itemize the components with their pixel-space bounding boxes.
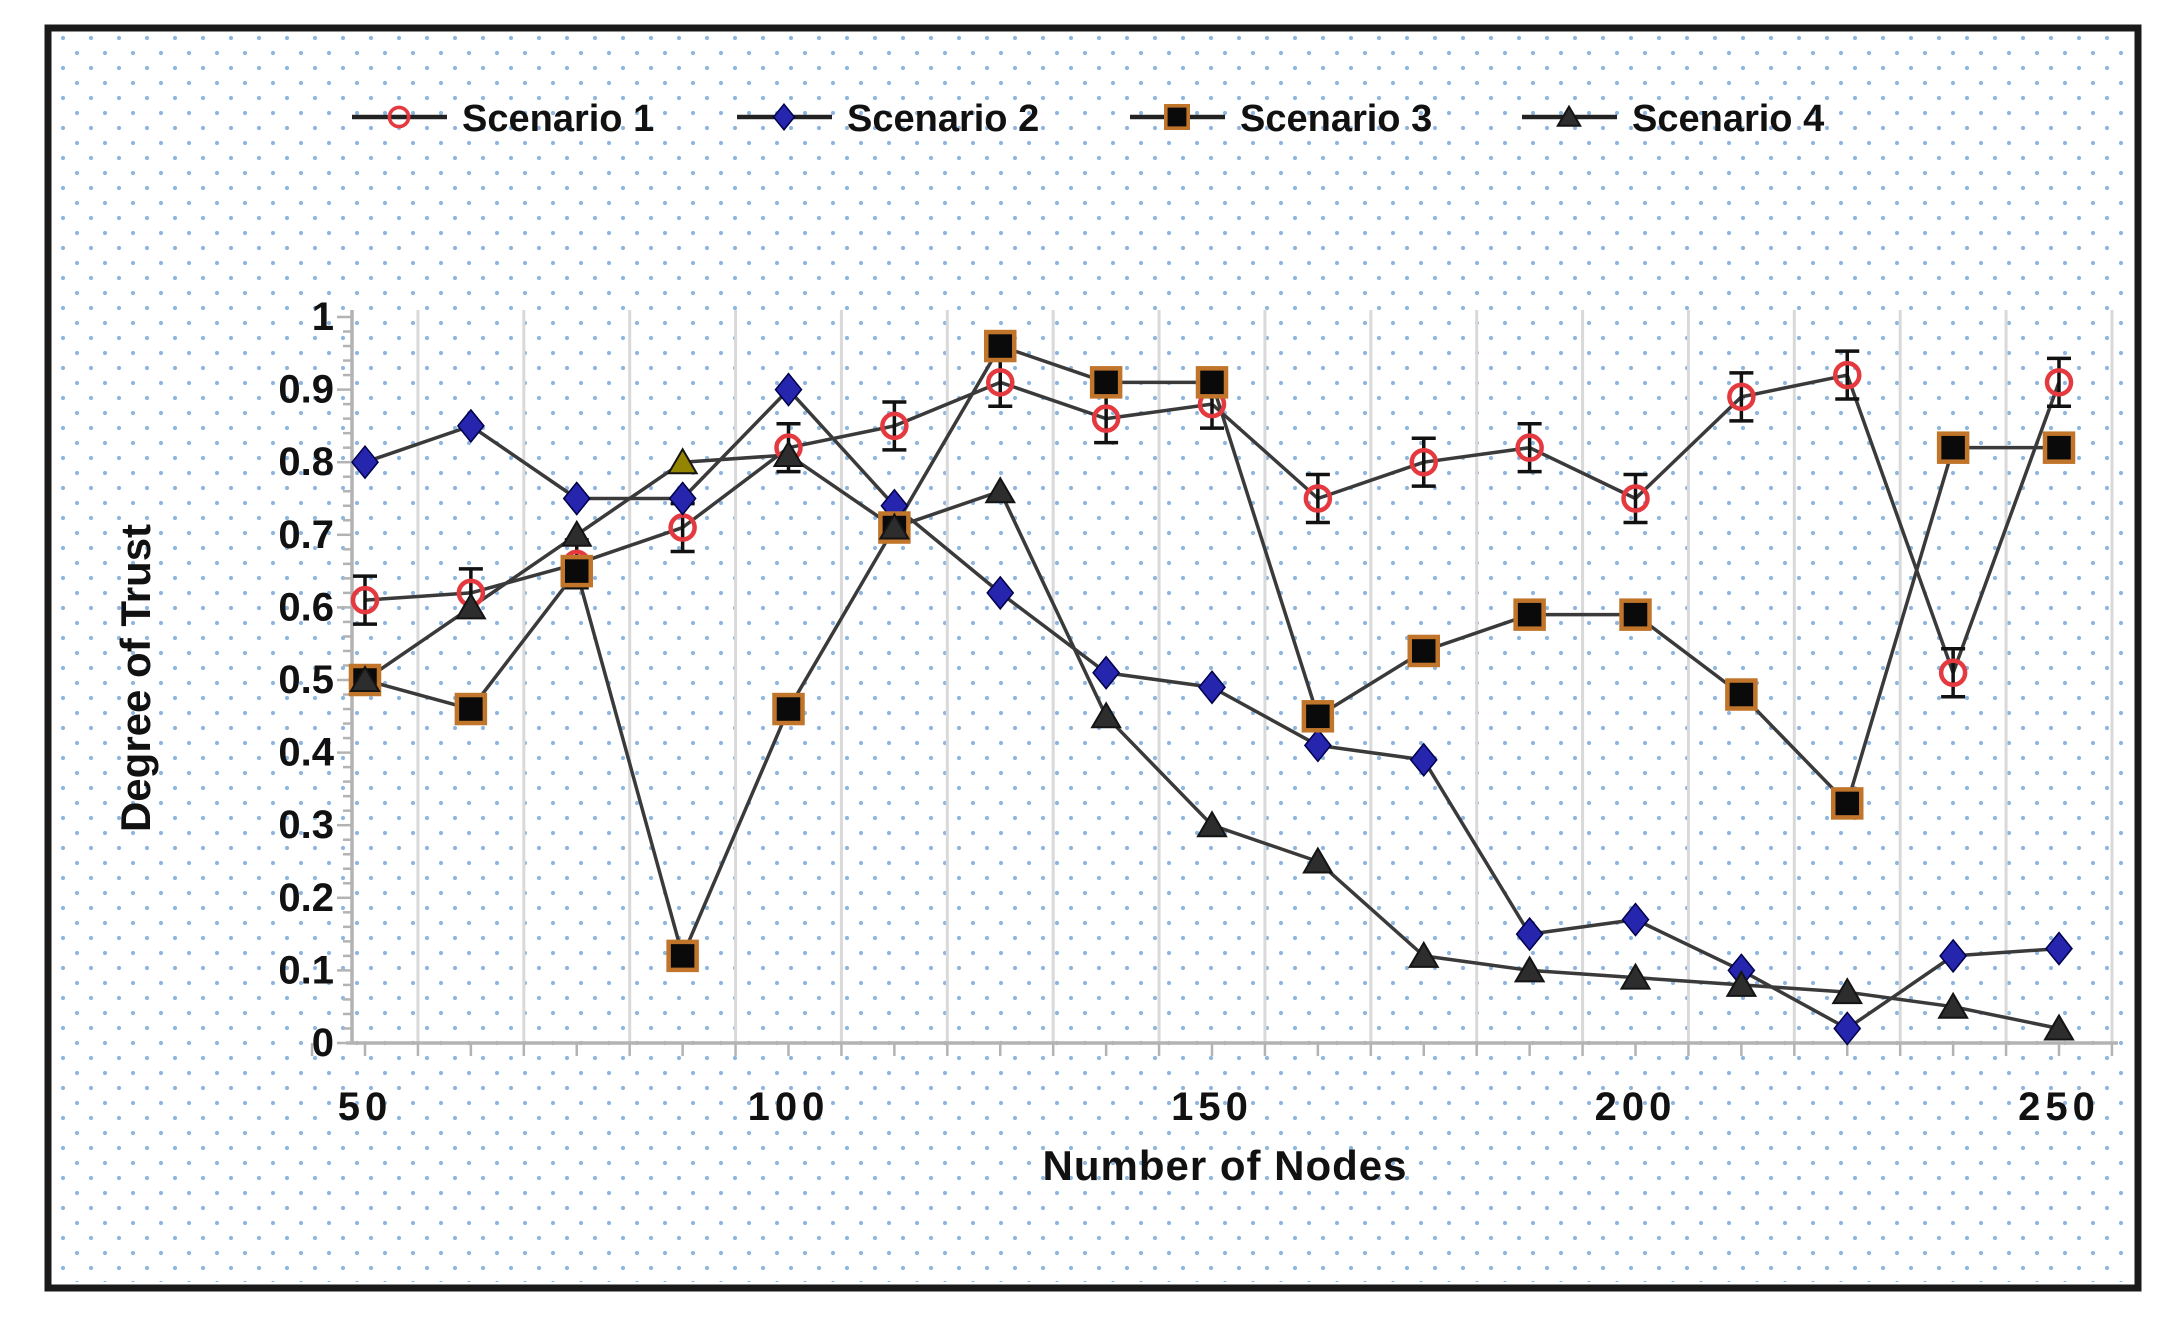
y-tick-label: 0.9 bbox=[278, 368, 334, 412]
y-tick-label: 0.8 bbox=[278, 440, 334, 484]
legend-item-scenario-4: Scenario 4 bbox=[1522, 98, 1824, 140]
legend-item-scenario-3: Scenario 3 bbox=[1130, 98, 1432, 140]
gridlines bbox=[416, 310, 2114, 1043]
legend: Scenario 1 Scenario 2 Scenario 3 Scenario 4 bbox=[352, 98, 1824, 140]
legend-label: Scenario 1 bbox=[462, 98, 654, 140]
x-tick-label: 100 bbox=[748, 1085, 830, 1129]
dotted-background bbox=[54, 34, 2132, 1282]
series-scenario-1-markers bbox=[350, 360, 2074, 687]
x-tick-label: 150 bbox=[1171, 1085, 1253, 1129]
series-scenario-2-markers bbox=[351, 372, 2073, 1046]
y-tick-label: 0.5 bbox=[278, 658, 334, 702]
y-tick-label: 0 bbox=[312, 1021, 334, 1065]
y-tick-label: 0.4 bbox=[278, 731, 334, 775]
x-axis-title: Number of Nodes bbox=[1042, 1142, 1407, 1189]
y-tick-label: 0.6 bbox=[278, 585, 334, 629]
legend-label: Scenario 3 bbox=[1240, 98, 1432, 140]
legend-item-scenario-2: Scenario 2 bbox=[737, 98, 1039, 140]
series-scenario-4-markers bbox=[349, 439, 2075, 1041]
legend-item-scenario-1: Scenario 1 bbox=[352, 98, 654, 140]
y-tick-label: 0.7 bbox=[278, 513, 334, 557]
y-tick-label: 0.1 bbox=[278, 948, 334, 992]
y-tick-label: 0.3 bbox=[278, 803, 334, 847]
y-tick-label: 0.2 bbox=[278, 876, 334, 920]
x-tick-label: 250 bbox=[2018, 1085, 2100, 1129]
x-tick-label: 200 bbox=[1595, 1085, 1677, 1129]
y-tick-label: 1 bbox=[312, 295, 334, 339]
tick-labels: 1 0.9 0.8 0.7 0.6 0.5 0.4 0.3 0.2 0.1 050 100 150 200… bbox=[278, 295, 2100, 1129]
legend-label: Scenario 4 bbox=[1632, 98, 1824, 140]
y-axis-title: Degree of Trust bbox=[112, 524, 159, 832]
legend-label: Scenario 2 bbox=[847, 98, 1039, 140]
series-scenario-3-markers bbox=[348, 329, 2076, 973]
x-tick-label: 50 bbox=[338, 1085, 393, 1129]
